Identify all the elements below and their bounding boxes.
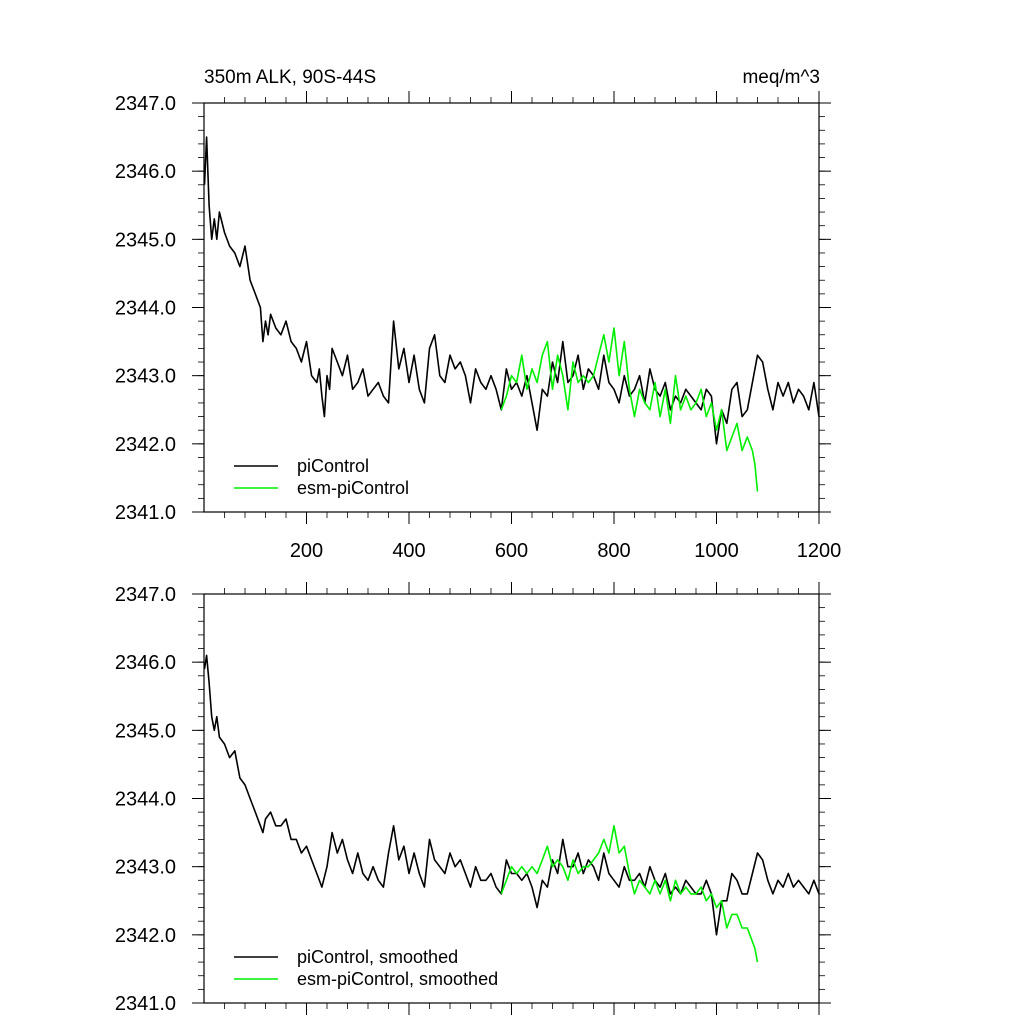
bottom-series-group <box>203 654 820 963</box>
top-y-tick-label: 2346.0 <box>115 161 176 183</box>
top-axes: 2341.0 2342.0 2343.0 2344.0 2345.0 2346.0 2347… <box>115 91 841 562</box>
bottom-series-line-0 <box>203 654 820 936</box>
bottom-legend-label-1: esm-piControl, smoothed <box>297 969 498 989</box>
top-y-tick-label: 2343.0 <box>115 366 176 388</box>
top-x-tick-label: 800 <box>597 540 630 562</box>
units-label: meq/m^3 <box>742 67 820 88</box>
top-panel: 2341.0 2342.0 2343.0 2344.0 2345.0 2346.0 2347… <box>115 91 841 562</box>
top-x-tick-label: 600 <box>495 540 528 562</box>
bottom-panel: 2341.0 2342.0 2343.0 2344.0 2345.0 2346.0 2347… <box>115 582 831 1015</box>
bottom-y-tick-label: 2344.0 <box>115 789 176 811</box>
bottom-y-tick-label: 2346.0 <box>115 652 176 674</box>
top-y-tick-label: 2347.0 <box>115 93 176 115</box>
bottom-y-tick-label: 2341.0 <box>115 993 176 1015</box>
bottom-y-tick-label: 2347.0 <box>115 584 176 606</box>
top-series-group <box>203 136 820 492</box>
top-y-tick-label: 2341.0 <box>115 502 176 524</box>
top-x-tick-label: 200 <box>290 540 323 562</box>
top-x-tick-label: 1200 <box>797 540 842 562</box>
top-legend-label-1: esm-piControl <box>297 478 409 498</box>
bottom-axes: 2341.0 2342.0 2343.0 2344.0 2345.0 2346.0 2347… <box>115 582 831 1015</box>
top-y-tick-label: 2345.0 <box>115 229 176 251</box>
top-series-line-0 <box>203 136 820 445</box>
top-x-tick-label: 1000 <box>694 540 739 562</box>
bottom-plot-frame <box>203 593 820 1004</box>
bottom-y-tick-label: 2345.0 <box>115 720 176 742</box>
top-x-tick-label: 400 <box>392 540 425 562</box>
top-legend-label-0: piControl <box>297 456 369 476</box>
bottom-y-tick-label: 2342.0 <box>115 925 176 947</box>
top-y-tick-label: 2344.0 <box>115 298 176 320</box>
bottom-legend-label-0: piControl, smoothed <box>297 947 458 967</box>
chart-title: 350m ALK, 90S-44S <box>204 67 376 88</box>
top-y-tick-label: 2342.0 <box>115 434 176 456</box>
bottom-y-tick-label: 2343.0 <box>115 857 176 879</box>
bottom-series-line-1 <box>500 825 759 963</box>
top-series-line-1 <box>500 327 759 492</box>
